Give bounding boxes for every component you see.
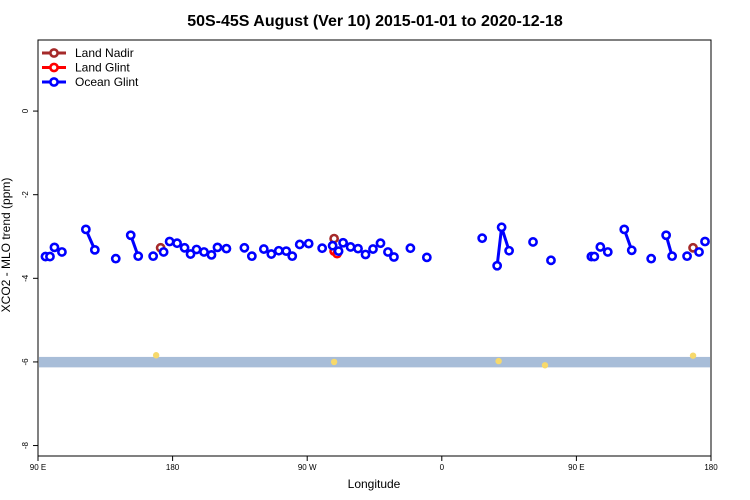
data-point xyxy=(294,239,305,250)
data-point xyxy=(626,245,637,256)
data-point xyxy=(89,244,100,255)
land-marker xyxy=(495,357,502,365)
legend-item-ocean-glint: Ocean Glint xyxy=(42,75,139,89)
data-point xyxy=(239,242,250,253)
data-point xyxy=(287,251,298,262)
data-point xyxy=(421,252,432,263)
x-tick-label: 180 xyxy=(704,463,718,472)
data-point xyxy=(383,247,393,257)
data-point xyxy=(368,244,378,254)
data-point xyxy=(317,243,328,254)
data-point xyxy=(266,249,277,259)
data-point xyxy=(133,251,144,262)
legend-label: Ocean Glint xyxy=(75,75,139,89)
x-tick-label: 180 xyxy=(166,463,180,472)
y-axis-label: XCO2 - MLO trend (ppm) xyxy=(0,178,13,313)
data-point xyxy=(492,260,503,271)
legend-item-land-glint: Land Glint xyxy=(42,61,130,75)
data-point xyxy=(694,247,704,257)
data-point xyxy=(57,247,67,257)
y-tick-label: -2 xyxy=(21,191,30,199)
data-point xyxy=(179,242,190,253)
x-tick-label: 90 E xyxy=(568,463,584,472)
data-point xyxy=(360,249,371,260)
data-point xyxy=(375,238,386,249)
data-point xyxy=(206,249,217,260)
data-point xyxy=(389,252,399,262)
x-axis: 90 E 180 90 W 0 90 E 180 xyxy=(30,456,718,472)
data-point xyxy=(602,247,613,257)
series-layer xyxy=(40,222,710,271)
data-point xyxy=(661,230,672,241)
data-point xyxy=(49,242,60,253)
x-tick-label: 0 xyxy=(440,463,445,472)
data-point xyxy=(185,249,196,259)
data-point xyxy=(246,251,257,262)
land-marker xyxy=(689,352,697,359)
land-marker xyxy=(152,352,160,359)
data-point xyxy=(125,230,136,241)
x-tick-label: 90 W xyxy=(298,463,317,472)
data-point xyxy=(80,224,91,235)
legend-label: Land Glint xyxy=(75,61,130,75)
data-point xyxy=(345,242,356,252)
data-point xyxy=(191,244,202,255)
land-marker-layer xyxy=(152,352,697,369)
data-point xyxy=(589,251,600,262)
data-point xyxy=(477,233,488,244)
data-band xyxy=(39,356,710,368)
data-point xyxy=(338,237,348,248)
land-marker xyxy=(541,362,549,369)
data-point xyxy=(595,242,606,252)
y-tick-label: 0 xyxy=(21,108,30,113)
y-tick-label: -8 xyxy=(21,441,30,449)
data-point xyxy=(172,238,182,249)
data-point xyxy=(353,243,363,254)
legend-item-land-nadir: Land Nadir xyxy=(42,46,134,60)
data-point xyxy=(528,237,538,247)
data-point xyxy=(221,243,232,254)
plot-frame xyxy=(37,39,712,457)
legend-label: Land Nadir xyxy=(75,46,134,60)
data-point xyxy=(646,253,657,264)
data-point xyxy=(281,246,292,257)
data-point xyxy=(327,240,338,251)
data-point xyxy=(164,236,175,247)
data-point xyxy=(682,251,692,262)
chart-title: 50S-45S August (Ver 10) 2015-01-01 to 20… xyxy=(187,13,563,30)
series-ocean-glint xyxy=(40,222,710,271)
legend-swatch-marker xyxy=(49,62,59,73)
legend-swatch-marker xyxy=(49,77,59,87)
data-point xyxy=(158,247,169,257)
data-point xyxy=(546,255,556,266)
data-point xyxy=(700,236,710,247)
data-point xyxy=(45,251,55,262)
data-band-layer xyxy=(39,356,710,368)
land-marker xyxy=(330,358,338,366)
data-point xyxy=(273,245,284,256)
x-axis-label: Longitude xyxy=(348,477,401,491)
data-point xyxy=(667,251,678,262)
y-tick-label: -6 xyxy=(21,358,30,366)
data-point xyxy=(619,224,630,235)
y-tick-label: -4 xyxy=(21,274,30,282)
data-point xyxy=(496,222,507,233)
data-point xyxy=(303,238,314,249)
data-point xyxy=(148,251,159,262)
data-point xyxy=(333,246,344,257)
x-tick-label: 90 E xyxy=(30,463,46,472)
data-point xyxy=(199,247,209,257)
data-point xyxy=(258,244,269,254)
legend-swatch-marker xyxy=(49,48,59,58)
series-land-nadir xyxy=(155,233,698,253)
data-point xyxy=(504,245,514,256)
data-point xyxy=(405,243,416,254)
y-axis: 0 -2 -4 -6 -8 xyxy=(21,108,38,449)
data-point xyxy=(212,242,223,253)
data-point xyxy=(110,253,121,264)
